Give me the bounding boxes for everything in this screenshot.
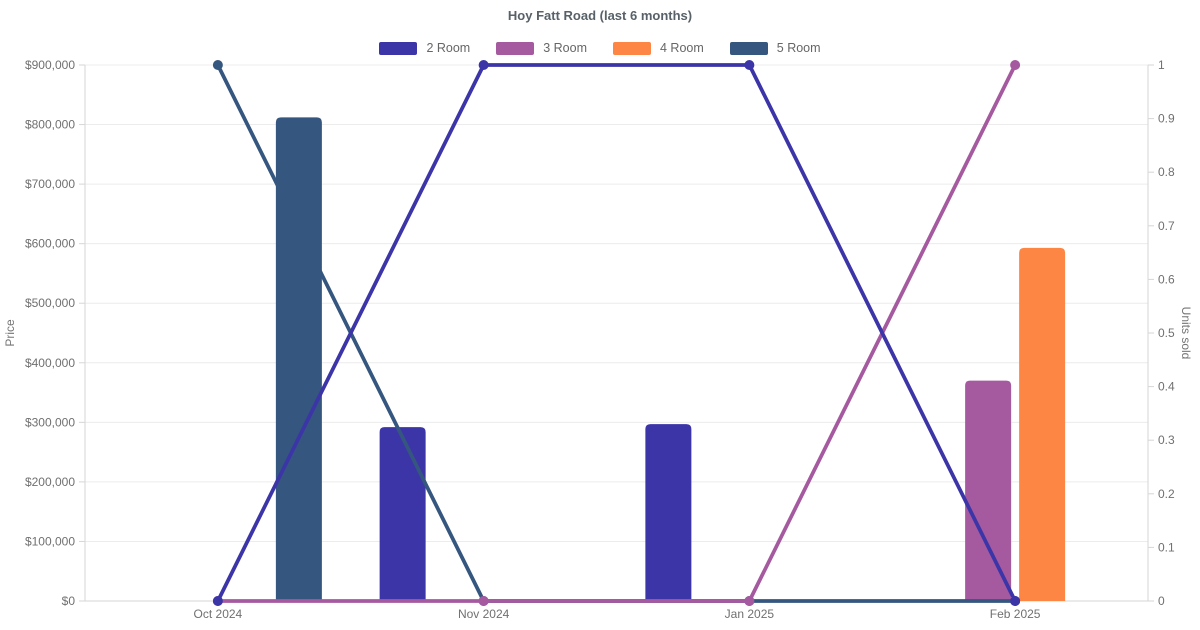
- left-axis-tick-label: $400,000: [25, 356, 75, 370]
- left-axis-tick-label: $500,000: [25, 296, 75, 310]
- legend-item-3-room[interactable]: 3 Room: [496, 41, 587, 55]
- line-2-room[interactable]: [216, 63, 1017, 603]
- right-axis-tick-label: 0.5: [1158, 326, 1175, 340]
- bar-2-room-jan-2025[interactable]: [645, 424, 692, 601]
- right-axis-tick-label: 0: [1158, 594, 1165, 608]
- right-axis-tick-label: 0.6: [1158, 272, 1175, 286]
- point-5-room-oct-2024[interactable]: [212, 60, 223, 70]
- legend-swatch-2-room: [379, 41, 418, 55]
- legend-item-2-room[interactable]: 2 Room: [379, 41, 470, 55]
- point-3-room-jan-2025[interactable]: [744, 596, 755, 606]
- left-axis-tick-label: $900,000: [25, 58, 75, 72]
- left-axis-tick-label: $600,000: [25, 237, 75, 251]
- point-2-room-oct-2024[interactable]: [212, 596, 223, 606]
- chart-title: Hoy Fatt Road (last 6 months): [507, 8, 693, 23]
- bar-2-room-nov-2024[interactable]: [379, 427, 426, 601]
- legend-item-4-room[interactable]: 4 Room: [613, 41, 704, 55]
- legend: 2 Room 3 Room 4 Room 5 Room: [0, 41, 1200, 55]
- point-2-room-jan-2025[interactable]: [744, 60, 755, 70]
- right-axis-tick-label: 0.4: [1158, 380, 1175, 394]
- line-5-room[interactable]: [216, 63, 1017, 603]
- line-3-room[interactable]: [216, 63, 1017, 603]
- right-axis-tick-label: 0.1: [1158, 540, 1175, 554]
- legend-item-5-room[interactable]: 5 Room: [729, 41, 821, 55]
- legend-swatch-3-room: [496, 41, 535, 55]
- right-axis-tick-label: 0.7: [1158, 219, 1175, 233]
- left-axis-tick-label: $300,000: [25, 415, 75, 429]
- left-axis-tick-label: $200,000: [25, 475, 75, 489]
- x-axis-tick-label: Nov 2024: [458, 607, 510, 621]
- bar-3-room-feb-2025[interactable]: [965, 380, 1012, 601]
- right-axis-tick-label: 0.8: [1158, 165, 1175, 179]
- x-axis-tick-label: Jan 2025: [725, 607, 775, 621]
- legend-label: 5 Room: [776, 41, 821, 55]
- point-2-room-nov-2024[interactable]: [478, 60, 489, 70]
- point-3-room-nov-2024[interactable]: [478, 596, 489, 606]
- legend-label: 3 Room: [543, 41, 587, 55]
- right-axis-tick-label: 0.3: [1158, 433, 1175, 447]
- legend-swatch-4-room: [613, 41, 651, 55]
- left-axis-tick-label: $100,000: [25, 534, 75, 548]
- x-axis-tick-label: Feb 2025: [990, 607, 1041, 621]
- legend-label: 4 Room: [660, 41, 704, 55]
- right-axis-tick-label: 1: [1158, 58, 1165, 72]
- bar-5-room-oct-2024[interactable]: [275, 117, 322, 602]
- bar-4-room-feb-2025[interactable]: [1019, 247, 1066, 601]
- right-axis-tick-label: 0.9: [1158, 112, 1175, 126]
- point-2-room-feb-2025[interactable]: [1010, 596, 1021, 606]
- left-axis-tick-label: $700,000: [25, 177, 75, 191]
- left-axis-tick-label: $0: [62, 594, 76, 608]
- x-axis-tick-label: Oct 2024: [194, 607, 243, 621]
- point-3-room-feb-2025[interactable]: [1010, 60, 1021, 70]
- right-axis-tick-label: 0.2: [1158, 487, 1175, 501]
- left-axis-tick-label: $800,000: [25, 118, 75, 132]
- legend-label: 2 Room: [426, 41, 471, 55]
- legend-swatch-5-room: [729, 41, 768, 55]
